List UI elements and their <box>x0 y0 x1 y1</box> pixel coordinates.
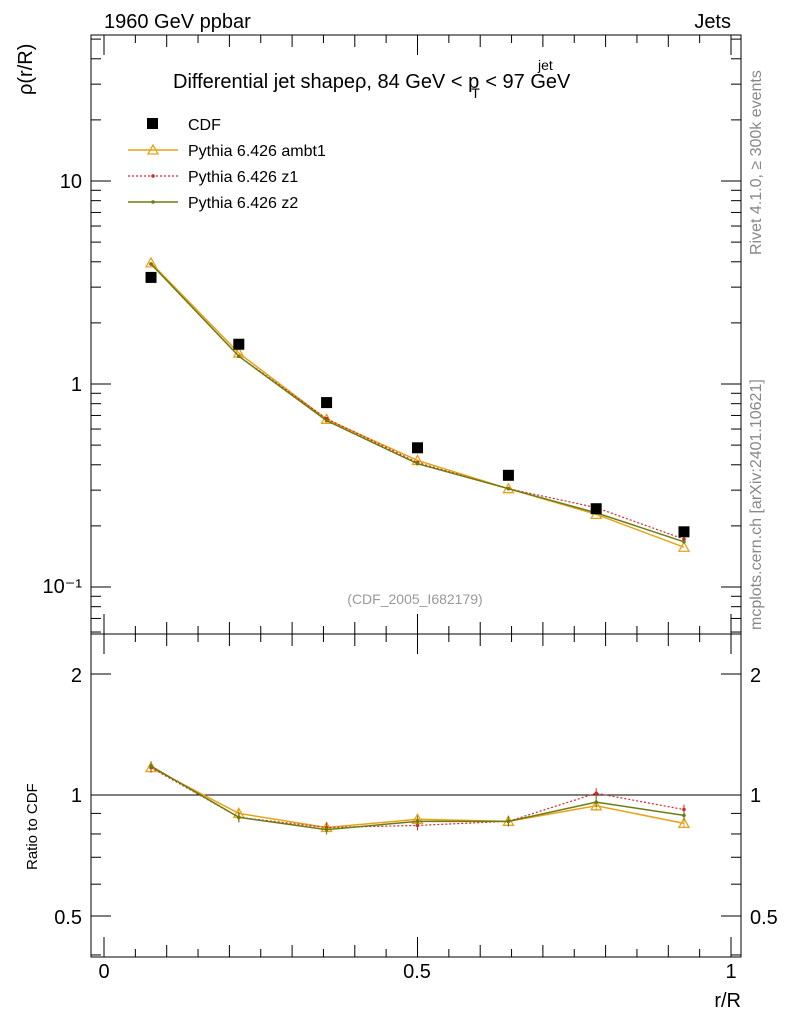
main-point-z2 <box>682 539 686 544</box>
ratio-point-z2 <box>324 827 329 832</box>
ratio-point-z2 <box>594 800 598 804</box>
xtick-label-1: 1 <box>725 961 736 983</box>
main-point-z2 <box>324 418 329 423</box>
ratio-series-layer <box>144 761 691 835</box>
cdf-data-point <box>678 526 690 538</box>
main-point-ambt1 <box>677 540 691 552</box>
ratio-point-z2 <box>506 819 511 824</box>
legend-marker-ambt1 <box>146 143 160 155</box>
main-ylabel: ρ(r/R) <box>15 44 37 95</box>
cdf-data-point <box>502 469 514 481</box>
main-title: Differential jet shapeρ, 84 GeV < pT < 9… <box>173 71 571 101</box>
cdf-data-point <box>412 442 423 454</box>
main-point-z2 <box>506 486 511 491</box>
xtick-label-0: 0 <box>98 961 109 983</box>
main-title-end: < 97 GeV <box>480 71 571 93</box>
main-title-sup: jet <box>537 57 553 73</box>
cdf-data-point <box>590 503 602 515</box>
legend-label-ambt1: Pythia 6.426 ambt1 <box>188 143 326 160</box>
analysis-watermark: (CDF_2005_I682179) <box>347 591 482 607</box>
main-point-z1 <box>682 537 686 541</box>
xtick-label-0.5: 0.5 <box>403 961 431 983</box>
ratio-point-z2 <box>237 815 241 820</box>
legend-marker-z1 <box>151 174 155 178</box>
main-line-ambt1 <box>150 262 685 548</box>
header-left: 1960 GeV ppbar <box>104 11 251 33</box>
main-title-sub: T <box>471 85 480 101</box>
legend-label-z2: Pythia 6.426 z2 <box>188 195 298 212</box>
main-point-ambt1 <box>144 256 158 268</box>
main-ytick-label-1: 1 <box>71 374 82 396</box>
legend-marker-z2 <box>151 200 155 204</box>
main-point-z2 <box>237 354 241 359</box>
main-series-layer <box>144 256 691 552</box>
rivet-label: Rivet 4.1.0, ≥ 300k events <box>748 70 765 255</box>
main-panel-ticks <box>91 35 741 634</box>
main-line-z2 <box>150 263 685 543</box>
main-line-z1 <box>150 263 685 540</box>
ratio-point-z1 <box>682 807 686 812</box>
ratio-point-ambt1 <box>590 799 603 811</box>
mcplots-label: mcplots.cern.ch [arXiv:2401.10621] <box>748 379 765 630</box>
cdf-data-point <box>145 271 157 283</box>
main-point-z2 <box>149 262 153 266</box>
ratio-ylabel: Ratio to CDF <box>24 783 41 870</box>
ratio-point-z2 <box>415 819 420 824</box>
main-ytick-label-0.1-text: 10⁻¹ <box>43 576 83 598</box>
legend: CDF Pythia 6.426 ambt1 Pythia 6.426 z1 P… <box>128 117 326 212</box>
ratio-ytick-left-2: 2 <box>71 665 82 687</box>
main-ytick-label-10: 10 <box>60 171 82 193</box>
ratio-panel-ticks <box>91 634 741 957</box>
legend-label-z1: Pythia 6.426 z1 <box>188 169 298 186</box>
header-right: Jets <box>694 11 731 33</box>
legend-label-cdf: CDF <box>188 117 221 134</box>
main-point-z2 <box>415 461 420 466</box>
ratio-ytick-left-1: 1 <box>71 785 82 807</box>
ratio-ytick-right-2: 2 <box>750 665 761 687</box>
legend-marker-cdf <box>147 118 158 129</box>
ratio-point-ambt1 <box>677 817 691 829</box>
main-title-text: Differential jet shapeρ, 84 GeV < p <box>173 71 479 93</box>
cdf-data-point <box>233 338 245 350</box>
ratio-ytick-left-0.5: 0.5 <box>54 907 82 929</box>
ratio-point-z2 <box>682 813 686 818</box>
main-ytick-label-0.1: 10⁻¹ <box>43 576 83 598</box>
ratio-point-z2 <box>149 764 153 768</box>
cdf-data-point <box>321 397 333 409</box>
ratio-ytick-right-1: 1 <box>750 785 761 807</box>
xlabel: r/R <box>714 990 741 1012</box>
ratio-ytick-right-0.5: 0.5 <box>750 907 778 929</box>
ratio-point-z1 <box>594 791 598 796</box>
